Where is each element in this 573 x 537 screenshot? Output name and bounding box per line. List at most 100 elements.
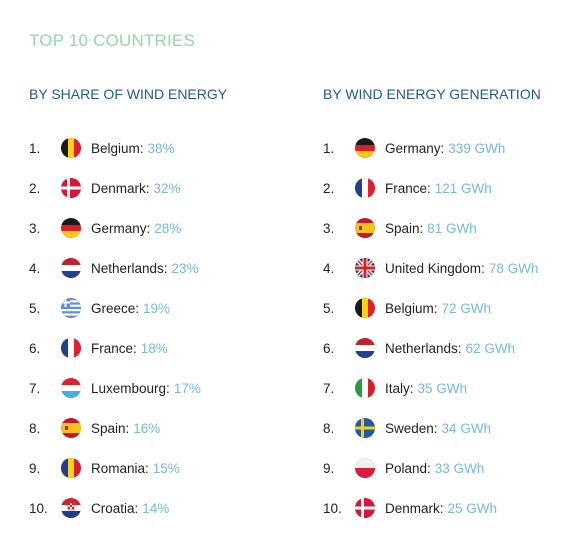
- country-value: 121 GWh: [434, 180, 492, 196]
- generation-heading: BY WIND ENERGY GENERATION: [323, 86, 541, 102]
- country-name: France:: [385, 180, 431, 196]
- country-name: Croatia:: [91, 500, 139, 516]
- list-item: 1. Germany: 339 GWh: [323, 128, 541, 168]
- country-value: 32%: [153, 180, 181, 196]
- list-item: 6. Netherlands: 62 GWh: [323, 328, 541, 368]
- country-value: 34 GWh: [441, 420, 492, 436]
- country-value: 339 GWh: [448, 140, 506, 156]
- list-item: 4. Netherlands: 23%: [29, 248, 227, 288]
- country-name: Netherlands:: [91, 260, 168, 276]
- country-name: Germany:: [91, 220, 151, 236]
- list-item: 9. Poland: 33 GWh: [323, 448, 541, 488]
- rank-number: 2.: [29, 180, 41, 196]
- rank-number: 1.: [323, 140, 335, 156]
- rank-number: 10.: [323, 500, 342, 516]
- spain-flag-icon: [61, 418, 81, 438]
- rank-number: 10.: [29, 500, 48, 516]
- romania-flag-icon: [61, 458, 81, 478]
- greece-flag-icon: [61, 298, 81, 318]
- rank-number: 9.: [29, 460, 41, 476]
- denmark-flag-icon: [61, 178, 81, 198]
- list-item: 10. Denmark: 25 GWh: [323, 488, 541, 528]
- country-name: Poland:: [385, 460, 431, 476]
- country-value: 28%: [154, 220, 182, 236]
- rank-number: 8.: [29, 420, 41, 436]
- page-title: TOP 10 COUNTRIES: [29, 31, 196, 50]
- list-item: 2. Denmark: 32%: [29, 168, 227, 208]
- denmark-flag-icon: [355, 498, 375, 518]
- share-column: BY SHARE OF WIND ENERGY 1. Belgium: 38% …: [29, 86, 227, 528]
- country-name: Belgium:: [385, 300, 438, 316]
- country-name: United Kingdom:: [385, 260, 485, 276]
- country-value: 78 GWh: [488, 260, 539, 276]
- united-kingdom-flag-icon: [355, 258, 375, 278]
- belgium-flag-icon: [61, 138, 81, 158]
- rank-number: 7.: [323, 380, 335, 396]
- germany-flag-icon: [355, 138, 375, 158]
- country-value: 38%: [147, 140, 175, 156]
- rank-number: 2.: [323, 180, 335, 196]
- netherlands-flag-icon: [61, 258, 81, 278]
- poland-flag-icon: [355, 458, 375, 478]
- netherlands-flag-icon: [355, 338, 375, 358]
- france-flag-icon: [355, 178, 375, 198]
- rank-number: 3.: [29, 220, 41, 236]
- rank-number: 6.: [29, 340, 41, 356]
- generation-list: 1. Germany: 339 GWh 2. France: 121 GWh 3…: [323, 128, 541, 528]
- country-name: Denmark:: [91, 180, 150, 196]
- country-value: 72 GWh: [441, 300, 492, 316]
- country-name: Denmark:: [385, 500, 444, 516]
- rank-number: 5.: [29, 300, 41, 316]
- rank-number: 7.: [29, 380, 41, 396]
- generation-column: BY WIND ENERGY GENERATION 1. Germany: 33…: [323, 86, 541, 528]
- country-name: Belgium:: [91, 140, 144, 156]
- rank-number: 6.: [323, 340, 335, 356]
- country-name: Italy:: [385, 380, 414, 396]
- rank-number: 9.: [323, 460, 335, 476]
- list-item: 5. Belgium: 72 GWh: [323, 288, 541, 328]
- country-name: Netherlands:: [385, 340, 462, 356]
- list-item: 3. Germany: 28%: [29, 208, 227, 248]
- list-item: 9. Romania: 15%: [29, 448, 227, 488]
- country-value: 62 GWh: [465, 340, 516, 356]
- croatia-flag-icon: [61, 498, 81, 518]
- rank-number: 5.: [323, 300, 335, 316]
- spain-flag-icon: [355, 218, 375, 238]
- sweden-flag-icon: [355, 418, 375, 438]
- list-item: 1. Belgium: 38%: [29, 128, 227, 168]
- list-item: 2. France: 121 GWh: [323, 168, 541, 208]
- france-flag-icon: [61, 338, 81, 358]
- list-item: 7. Luxembourg: 17%: [29, 368, 227, 408]
- rank-number: 4.: [29, 260, 41, 276]
- country-value: 18%: [140, 340, 168, 356]
- country-value: 81 GWh: [427, 220, 477, 236]
- country-value: 16%: [133, 420, 161, 436]
- country-value: 17%: [173, 380, 201, 396]
- country-value: 19%: [143, 300, 171, 316]
- country-value: 35 GWh: [417, 380, 468, 396]
- country-value: 33 GWh: [434, 460, 485, 476]
- share-list: 1. Belgium: 38% 2. Denmark: 32% 3. Germa…: [29, 128, 227, 528]
- list-item: 6. France: 18%: [29, 328, 227, 368]
- list-item: 8. Spain: 16%: [29, 408, 227, 448]
- share-heading: BY SHARE OF WIND ENERGY: [29, 86, 228, 102]
- country-name: Germany:: [385, 140, 445, 156]
- italy-flag-icon: [355, 378, 375, 398]
- country-name: Luxembourg:: [91, 380, 170, 396]
- country-name: France:: [91, 340, 137, 356]
- list-item: 7. Italy: 35 GWh: [323, 368, 541, 408]
- list-item: 5. Greece: 19%: [29, 288, 227, 328]
- list-item: 10. Croatia: 14%: [29, 488, 227, 528]
- germany-flag-icon: [61, 218, 81, 238]
- country-value: 15%: [152, 460, 180, 476]
- list-item: 8. Sweden: 34 GWh: [323, 408, 541, 448]
- rank-number: 1.: [29, 140, 41, 156]
- luxembourg-flag-icon: [61, 378, 81, 398]
- country-value: 23%: [171, 260, 199, 276]
- country-value: 14%: [142, 500, 170, 516]
- rank-number: 8.: [323, 420, 335, 436]
- rank-number: 4.: [323, 260, 335, 276]
- list-item: 4. United Kingdom: 78 GWh: [323, 248, 541, 288]
- country-name: Romania:: [91, 460, 149, 476]
- country-name: Sweden:: [385, 420, 438, 436]
